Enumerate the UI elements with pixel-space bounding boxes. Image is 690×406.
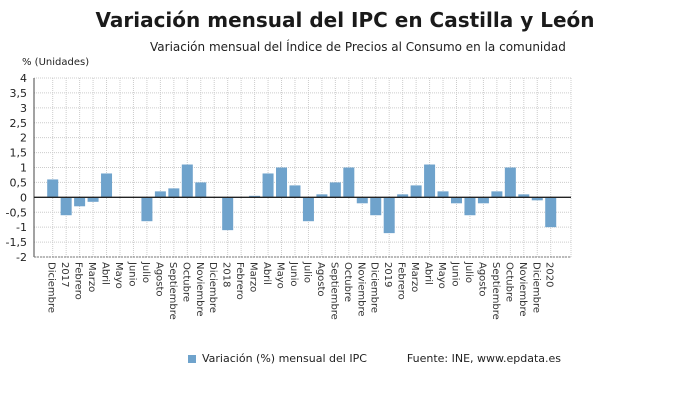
x-tick-label: Septiembre (167, 262, 178, 320)
bar (451, 197, 462, 204)
x-tick-label: Abril (100, 262, 111, 285)
bar (329, 182, 341, 198)
bar (87, 197, 99, 202)
y-tick-label: 0 (20, 191, 27, 204)
x-tick-label: Agosto (476, 262, 487, 297)
x-tick-label: Febrero (234, 262, 245, 300)
x-tick-label: Julio (140, 261, 151, 283)
bar (531, 197, 543, 201)
bar (437, 191, 449, 198)
bar (47, 179, 59, 198)
bar (154, 191, 166, 198)
y-tick-label: 3,5 (10, 87, 28, 100)
bar (343, 167, 355, 198)
bar (518, 194, 530, 198)
x-tick-label: Marzo (409, 262, 420, 292)
bar (424, 164, 436, 198)
bar (222, 197, 234, 231)
y-axis-label: % (Unidades) (22, 57, 89, 68)
x-tick-label: Octubre (503, 262, 514, 302)
x-tick-label: Abril (423, 262, 434, 285)
bar (504, 167, 516, 198)
x-tick-label: Noviembre (517, 262, 528, 317)
x-tick-label: Febrero (396, 262, 407, 300)
x-tick-label: Junio (288, 261, 299, 287)
x-tick-label: Marzo (86, 262, 97, 292)
bar (397, 194, 409, 198)
bar (383, 197, 395, 234)
bar (101, 173, 113, 198)
y-tick-label: 1 (20, 162, 27, 175)
bar (370, 197, 382, 216)
x-tick-label: Mayo (113, 262, 124, 289)
y-tick-label: 4 (20, 72, 27, 85)
x-tick-label: Diciembre (46, 262, 57, 313)
bar (410, 185, 422, 198)
y-tick-label: 3 (20, 102, 27, 115)
x-tick-label: Julio (463, 261, 474, 283)
x-tick-label: Octubre (180, 262, 191, 302)
x-tick-label: Junio (450, 261, 461, 287)
y-tick-label: 2,5 (10, 117, 28, 130)
x-tick-label: Junio (126, 261, 137, 287)
x-tick-label: Mayo (275, 262, 286, 289)
source-note: Fuente: INE, www.epdata.es (406, 352, 562, 365)
x-tick-label: Abril (261, 262, 272, 285)
bar (141, 197, 153, 222)
bar (276, 167, 288, 198)
x-tick-label: 2017 (59, 262, 70, 287)
y-tick-label: 1,5 (10, 147, 28, 160)
x-tick-label: 2019 (382, 262, 393, 287)
bar (74, 197, 86, 207)
bar (249, 195, 261, 198)
x-tick-label: Mayo (436, 262, 447, 289)
y-tick-label: 0,5 (10, 176, 28, 189)
x-tick-label: Julio (301, 261, 312, 283)
legend-label: Variación (%) mensual del IPC (202, 352, 367, 365)
x-tick-label: Septiembre (490, 262, 501, 320)
x-tick-label: Agosto (315, 262, 326, 297)
x-tick-label: Diciembre (207, 262, 218, 313)
x-tick-label: 2020 (544, 262, 555, 287)
bar (195, 182, 207, 198)
legend-swatch (188, 355, 196, 363)
bar (181, 164, 193, 198)
x-tick-label: Agosto (153, 262, 164, 297)
y-tick-label: -0,5 (6, 206, 27, 219)
y-tick-label: 2 (20, 132, 27, 145)
x-tick-label: Noviembre (355, 262, 366, 317)
bar (545, 197, 557, 228)
x-tick-label: Octubre (342, 262, 353, 302)
bar (168, 188, 180, 198)
y-tick-label: -2 (16, 251, 27, 264)
chart-subtitle: Variación mensual del Índice de Precios … (150, 40, 566, 54)
x-tick-label: Septiembre (328, 262, 339, 320)
bar (464, 197, 476, 216)
bar (316, 194, 328, 198)
x-tick-label: Diciembre (369, 262, 380, 313)
x-tick-label: Diciembre (530, 262, 541, 313)
bar (491, 191, 503, 198)
bar (289, 185, 301, 198)
x-tick-label: 2018 (221, 262, 232, 287)
bar (477, 197, 489, 204)
bar (60, 197, 72, 216)
legend: Variación (%) mensual del IPC Fuente: IN… (188, 352, 561, 366)
chart-title: Variación mensual del IPC en Castilla y … (95, 8, 595, 32)
bar (302, 197, 314, 222)
bar (356, 197, 368, 204)
x-tick-label: Marzo (248, 262, 259, 292)
x-tick-label: Febrero (73, 262, 84, 300)
bar (262, 173, 274, 198)
x-tick-label: Noviembre (194, 262, 205, 317)
y-tick-label: -1 (16, 221, 27, 234)
y-tick-label: -1,5 (6, 236, 27, 249)
